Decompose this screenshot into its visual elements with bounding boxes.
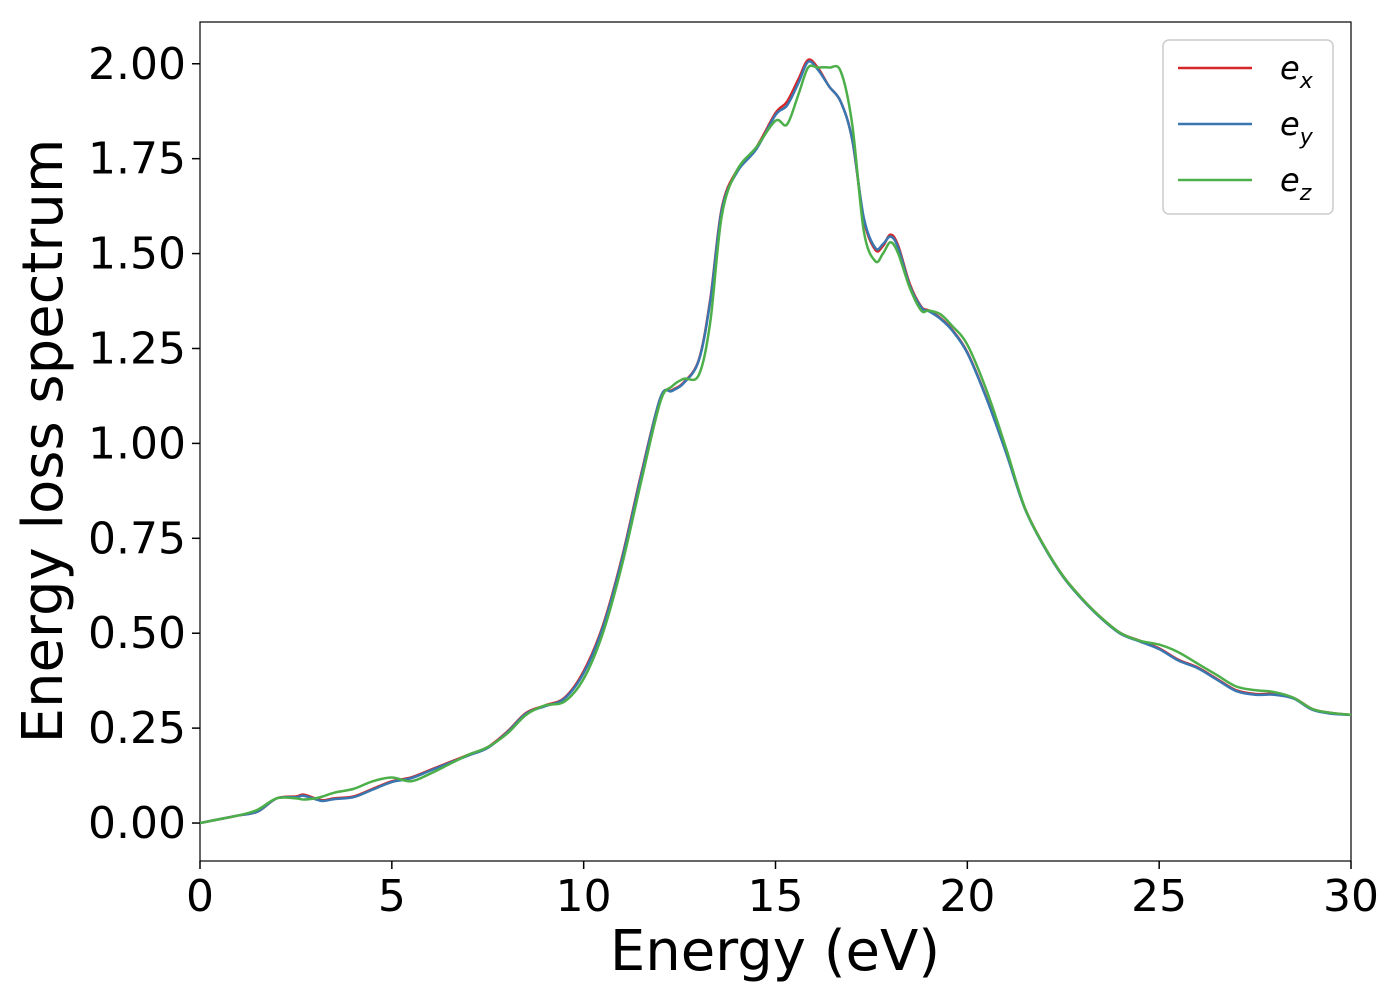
x-tick-label: 20 [939, 871, 995, 922]
y-tick-label: 1.75 [88, 134, 186, 185]
series-lines [199, 58, 1352, 825]
x-tick-label: 10 [556, 871, 612, 922]
x-tick-label: 25 [1131, 871, 1187, 922]
legend-label-z: ez [1280, 161, 1312, 206]
y-tick-label: 1.00 [88, 418, 186, 469]
plot-area [199, 21, 1352, 862]
y-axis-label: Energy loss spectrum [11, 139, 76, 744]
y-tick-label: 1.25 [88, 323, 186, 374]
y-tick-label: 2.00 [88, 39, 186, 90]
y-tick-label: 0.50 [88, 608, 186, 659]
x-tick-label: 5 [378, 871, 406, 922]
x-tick-label: 15 [748, 871, 804, 922]
legend-label-y: ey [1280, 105, 1314, 150]
y-axis-ticks: 0.00 0.25 0.50 0.75 1.00 1.25 1.50 1.75 2.00 [88, 39, 200, 849]
y-tick-label: 1.50 [88, 229, 186, 280]
x-tick-label: 30 [1323, 871, 1379, 922]
series-line-e-z [199, 64, 1352, 825]
y-tick-label: 0.25 [88, 703, 186, 754]
y-tick-label: 0.75 [88, 513, 186, 564]
x-axis-ticks: 0 5 10 15 20 25 30 [186, 861, 1379, 922]
legend: ex ey ez [1162, 39, 1334, 215]
x-axis-label: Energy (eV) [610, 919, 940, 984]
y-tick-label: 0.00 [88, 798, 186, 849]
legend-label-x: ex [1280, 49, 1314, 94]
x-tick-label: 0 [186, 871, 214, 922]
legend-box [1162, 39, 1334, 215]
